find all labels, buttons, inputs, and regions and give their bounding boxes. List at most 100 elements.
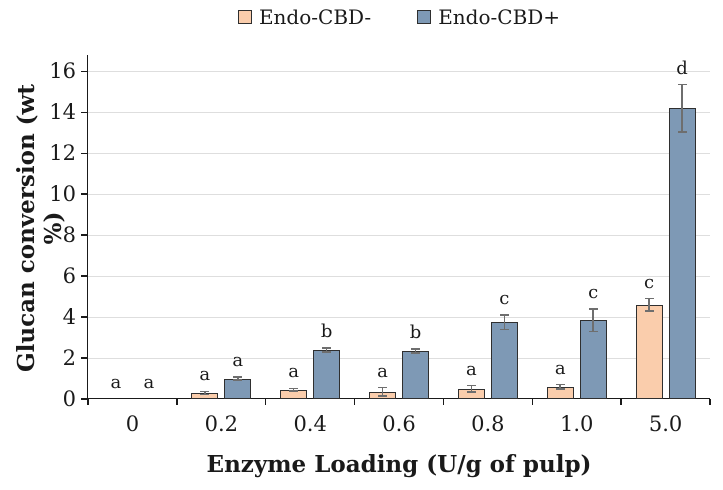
sig-letter: c <box>499 288 510 310</box>
error-bar-cap-top <box>677 83 687 86</box>
y-tick-mark <box>81 152 88 155</box>
y-tick-mark <box>81 111 88 114</box>
x-category-label: 5.0 <box>648 412 683 436</box>
x-tick-mark <box>620 399 622 405</box>
bar <box>490 322 518 399</box>
bar <box>579 320 607 399</box>
error-bar-cap-bottom <box>411 352 420 354</box>
y-tick-mark <box>81 398 88 400</box>
x-category-label: 0.2 <box>204 412 238 436</box>
error-bar-cap-top <box>411 348 420 350</box>
error-bar-cap-top <box>200 390 210 393</box>
x-category-label: 0.6 <box>382 412 416 436</box>
sig-letter: a <box>465 358 477 380</box>
error-bar-cap-bottom <box>322 351 332 353</box>
sig-letter: a <box>288 361 299 383</box>
bar <box>313 349 341 399</box>
x-axis-line <box>86 397 710 399</box>
error-bar-cap-top <box>588 308 598 310</box>
x-tick-mark <box>442 399 445 405</box>
bar <box>668 108 696 399</box>
y-gridline <box>88 70 710 72</box>
y-tick-mark <box>81 275 88 277</box>
error-bar-cap-top <box>378 386 387 389</box>
error-bar <box>648 298 650 311</box>
sig-letter: c <box>644 271 655 293</box>
error-bar <box>681 84 683 132</box>
y-tick-label: 6 <box>62 264 76 289</box>
error-bar-cap-top <box>499 314 509 316</box>
y-tick-mark <box>81 70 88 73</box>
error-bar-cap-bottom <box>200 393 210 396</box>
error-bar-cap-bottom <box>588 330 598 333</box>
error-bar-cap-bottom <box>555 388 565 390</box>
x-tick-mark <box>176 399 178 405</box>
y-tick-label: 12 <box>49 141 76 166</box>
error-bar-cap-bottom <box>644 310 654 312</box>
sig-letter: b <box>320 320 333 342</box>
error-bar <box>470 385 473 392</box>
y-gridline <box>88 357 710 359</box>
x-tick-mark <box>87 399 89 405</box>
y-tick-mark <box>81 357 88 359</box>
y-tick-label: 16 <box>49 59 76 84</box>
sig-letter: c <box>588 281 599 303</box>
error-bar <box>503 315 506 330</box>
x-tick-mark <box>531 399 534 405</box>
y-tick-label: 8 <box>62 223 76 248</box>
sig-letter: a <box>232 350 244 372</box>
error-bar-cap-bottom <box>289 390 299 392</box>
error-bar-cap-top <box>289 387 299 390</box>
error-bar-cap-top <box>644 297 654 300</box>
x-tick-mark <box>353 399 356 405</box>
y-gridline <box>88 234 710 236</box>
x-category-label: 1.0 <box>560 412 594 436</box>
y-tick-label: 10 <box>49 182 76 207</box>
sig-letter: b <box>409 321 422 343</box>
sig-letter: a <box>110 372 122 393</box>
legend-label-endo-cbd-minus: Endo-CBD- <box>258 5 372 29</box>
x-tick-mark <box>709 399 711 405</box>
chart-legend: Endo-CBD- Endo-CBD+ <box>88 6 710 28</box>
legend-item-endo-cbd-plus: Endo-CBD+ <box>417 6 560 28</box>
y-tick-mark <box>81 193 88 195</box>
y-tick-mark <box>81 316 88 318</box>
x-category-label: 0 <box>125 412 140 436</box>
y-gridline <box>88 316 710 318</box>
y-tick-label: 4 <box>62 305 76 330</box>
error-bar <box>414 348 417 353</box>
y-gridline <box>88 275 710 277</box>
error-bar-cap-top <box>322 347 332 349</box>
legend-label-endo-cbd-plus: Endo-CBD+ <box>438 5 561 29</box>
error-bar-cap-top <box>555 383 565 386</box>
error-bar-cap-bottom <box>499 328 509 331</box>
sig-letter: a <box>199 364 211 386</box>
error-bar-cap-bottom <box>378 395 387 397</box>
error-bar <box>292 388 295 392</box>
bar <box>635 304 663 399</box>
y-gridline <box>88 193 710 195</box>
error-bar <box>204 391 206 395</box>
error-bar <box>559 384 561 389</box>
y-gridline <box>88 152 710 154</box>
error-bar-cap-bottom <box>233 379 243 381</box>
error-bar-cap-bottom <box>677 131 687 133</box>
sig-letter: d <box>676 57 688 79</box>
x-category-label: 0.4 <box>293 412 327 436</box>
y-tick-label: 14 <box>49 100 76 125</box>
legend-swatch-endo-cbd-plus <box>417 10 432 24</box>
legend-swatch-endo-cbd-minus <box>237 10 252 24</box>
error-bar-cap-top <box>466 384 476 387</box>
y-tick-label: 2 <box>62 346 76 371</box>
y-gridline <box>88 111 710 113</box>
x-category-label: 0.8 <box>471 412 505 436</box>
sig-letter: a <box>143 372 155 393</box>
error-bar <box>325 347 328 352</box>
error-bar-cap-top <box>233 376 243 378</box>
error-bar <box>381 387 384 396</box>
x-tick-mark <box>264 399 267 405</box>
bar <box>402 350 429 399</box>
y-tick-label: 0 <box>62 387 76 411</box>
error-bar <box>592 308 594 332</box>
